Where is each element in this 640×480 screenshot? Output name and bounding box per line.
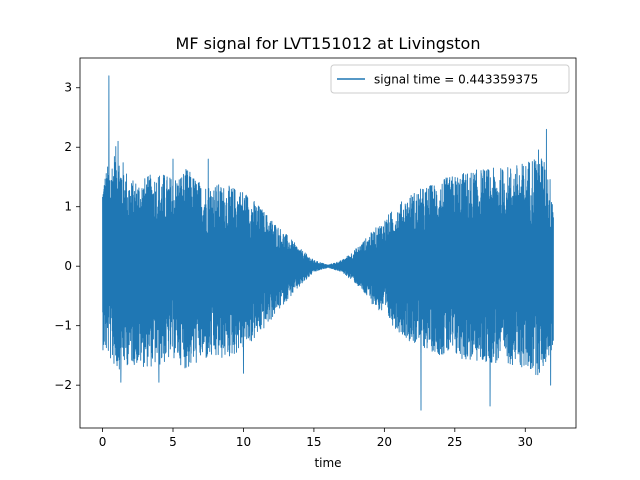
y-tick-label: 2 [64,140,72,154]
x-tick-label: 20 [377,435,392,449]
signal-series-line [102,75,554,411]
legend-box [330,64,570,94]
y-tick-label: −1 [54,319,72,333]
y-tick-label: 3 [64,81,72,95]
x-axis-label: time [314,456,341,470]
x-tick-label: 30 [518,435,533,449]
x-axis-ticks: 0 5 10 15 20 25 30 [99,428,533,449]
y-tick-label: 0 [64,259,72,273]
legend-label: signal time = 0.443359375 [374,73,538,87]
x-tick-label: 5 [169,435,177,449]
legend: signal time = 0.443359375 [330,64,570,94]
x-tick-label: 15 [306,435,321,449]
plot-frame [79,57,577,429]
y-axis-ticks: −2 −1 0 1 2 3 [54,81,80,392]
x-tick-label: 10 [236,435,251,449]
x-tick-label: 0 [99,435,107,449]
chart-title: MF signal for LVT151012 at Livingston [176,34,481,53]
y-tick-label: −2 [54,378,72,392]
x-tick-label: 25 [447,435,462,449]
y-tick-label: 1 [64,200,72,214]
